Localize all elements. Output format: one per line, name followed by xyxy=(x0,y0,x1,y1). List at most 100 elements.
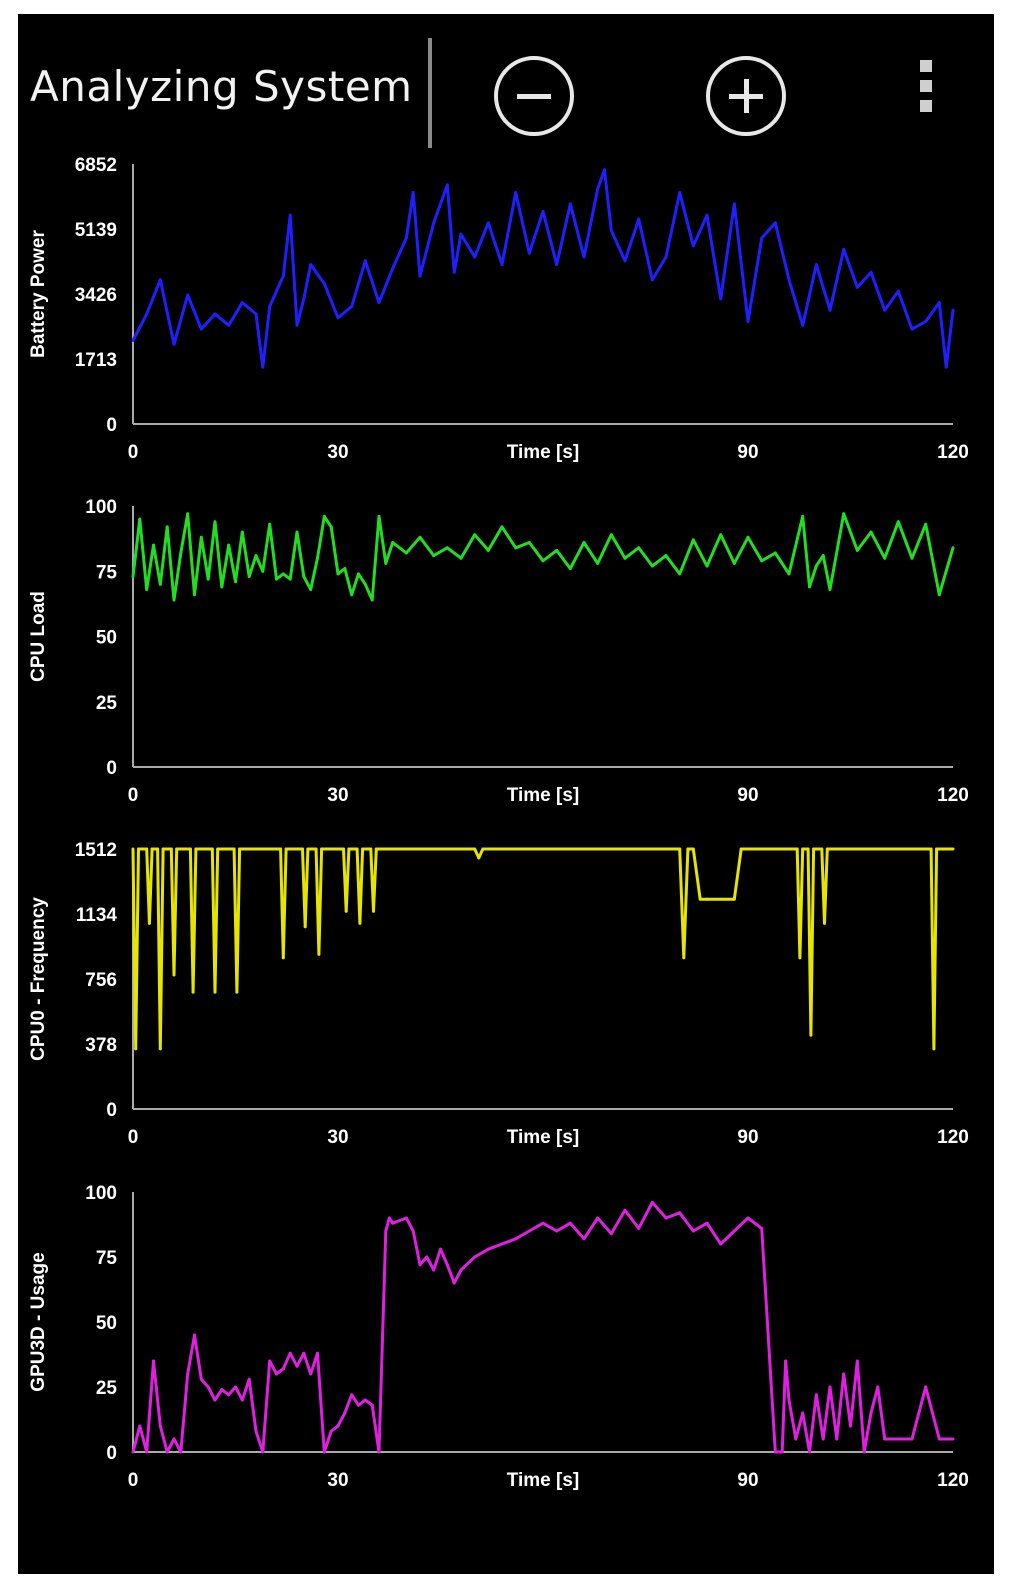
data-point xyxy=(568,202,572,206)
data-point xyxy=(213,312,217,316)
zoom-out-button[interactable] xyxy=(494,56,574,136)
data-point xyxy=(329,1429,333,1433)
data-point xyxy=(347,847,351,851)
data-point xyxy=(145,588,149,591)
data-point xyxy=(883,1437,887,1441)
overflow-menu-button[interactable] xyxy=(914,60,938,120)
data-point xyxy=(302,575,306,578)
data-point xyxy=(150,847,154,851)
y-tick-label: 6852 xyxy=(75,155,117,176)
x-tick-label: 30 xyxy=(327,785,348,806)
data-point xyxy=(161,847,165,851)
data-point xyxy=(147,921,151,925)
y-tick-label: 25 xyxy=(96,693,118,714)
data-point xyxy=(138,1424,142,1428)
data-point xyxy=(445,546,449,550)
data-point xyxy=(650,564,654,568)
data-point xyxy=(350,593,354,597)
x-tick-label: 120 xyxy=(937,442,969,463)
data-point xyxy=(951,1437,955,1441)
data-point xyxy=(317,952,321,956)
data-point xyxy=(473,255,477,259)
data-point xyxy=(719,1242,723,1246)
data-point xyxy=(370,1403,374,1407)
data-point xyxy=(452,270,456,274)
data-point xyxy=(787,1398,791,1402)
series-line-battery-power xyxy=(131,168,955,369)
data-point xyxy=(596,1216,600,1220)
data-point xyxy=(316,1351,319,1355)
data-point xyxy=(828,308,832,312)
y-axis-title: Battery Power xyxy=(28,230,49,358)
data-point xyxy=(951,546,955,550)
data-point xyxy=(678,572,682,576)
data-point xyxy=(555,1229,559,1233)
data-point xyxy=(746,847,750,851)
data-point xyxy=(808,1450,811,1454)
data-point xyxy=(937,301,941,305)
data-point xyxy=(924,320,928,323)
data-point xyxy=(609,229,613,232)
data-point xyxy=(637,1226,641,1230)
data-point xyxy=(377,301,381,305)
data-point xyxy=(596,561,600,565)
data-point xyxy=(306,847,310,851)
data-point xyxy=(281,274,285,278)
x-tick-label: 0 xyxy=(128,442,139,463)
data-point xyxy=(268,522,272,526)
data-point xyxy=(445,1263,449,1267)
data-point xyxy=(814,263,818,267)
data-point xyxy=(411,1229,415,1233)
x-tick-label: 30 xyxy=(327,1470,348,1491)
data-point xyxy=(555,263,559,267)
y-axis-title: CPU Load xyxy=(28,591,49,682)
data-point xyxy=(514,546,518,550)
data-point xyxy=(303,925,307,929)
data-point xyxy=(825,847,829,851)
data-point xyxy=(698,897,702,901)
y-tick-label: 50 xyxy=(96,628,117,649)
data-point xyxy=(705,1221,709,1225)
x-tick-label: 0 xyxy=(128,1470,139,1491)
data-point xyxy=(432,554,436,558)
data-point xyxy=(288,577,292,581)
zoom-in-button[interactable] xyxy=(706,56,786,136)
data-point xyxy=(301,847,304,851)
data-point xyxy=(227,323,231,327)
data-point xyxy=(481,847,485,851)
data-point xyxy=(784,1359,788,1363)
data-point xyxy=(240,301,244,305)
data-point xyxy=(678,1211,682,1215)
data-point xyxy=(268,304,272,308)
data-point xyxy=(281,1367,285,1371)
data-point xyxy=(486,221,490,225)
data-point xyxy=(855,548,859,552)
data-point xyxy=(281,572,285,576)
data-point xyxy=(944,365,948,369)
data-point xyxy=(343,1411,347,1415)
data-point xyxy=(384,1229,388,1233)
data-point xyxy=(152,1359,155,1363)
data-point xyxy=(678,847,682,851)
data-point xyxy=(391,541,395,544)
data-point xyxy=(320,847,324,851)
y-tick-label: 756 xyxy=(85,970,117,991)
data-point xyxy=(350,1393,354,1397)
app-screen: Analyzing System 0 1713 3426 5139 6852 0 30 Tim… xyxy=(18,14,994,1574)
data-point xyxy=(719,297,723,301)
data-point xyxy=(664,554,668,558)
data-point xyxy=(261,365,265,369)
data-point xyxy=(235,990,239,994)
data-point xyxy=(828,588,832,591)
data-point xyxy=(411,191,415,194)
data-point xyxy=(527,1229,531,1233)
series-line-gpu3d-usage xyxy=(131,1200,953,1454)
data-point xyxy=(370,598,374,602)
data-point xyxy=(459,1268,463,1272)
data-point xyxy=(432,221,436,225)
data-point xyxy=(623,556,627,560)
data-point xyxy=(158,582,162,586)
data-point xyxy=(131,339,135,342)
data-point xyxy=(609,533,613,537)
data-point xyxy=(336,1424,340,1428)
